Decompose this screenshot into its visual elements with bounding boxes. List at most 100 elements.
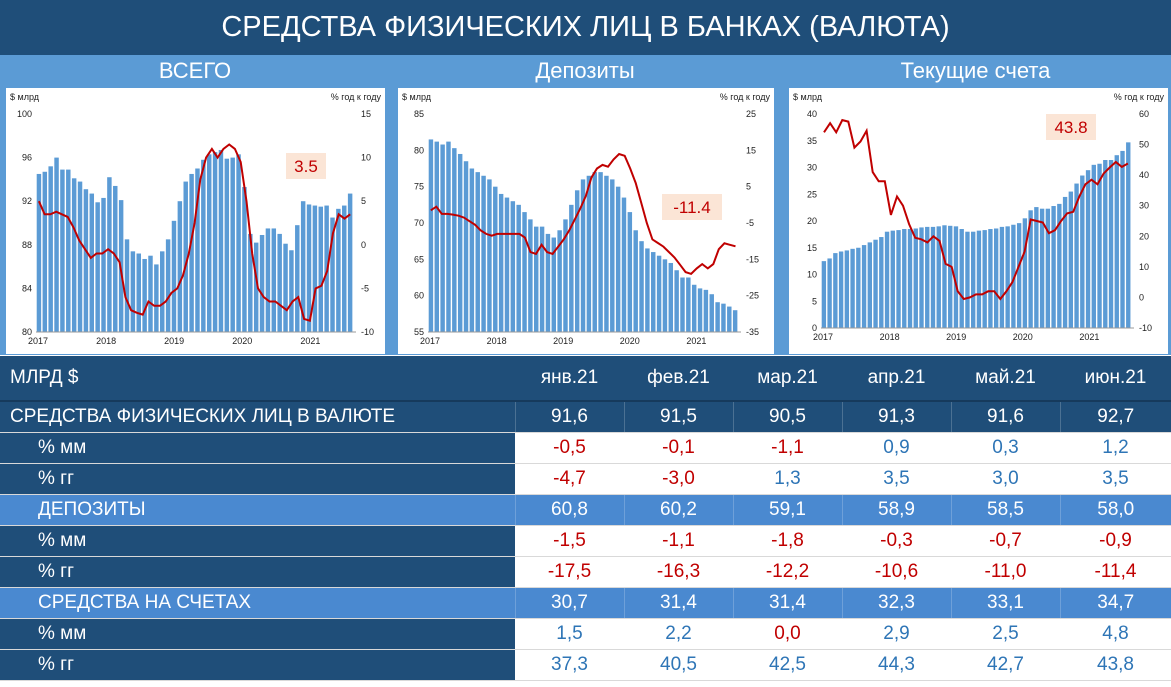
bar: [452, 148, 457, 332]
header-month: июн.21: [1060, 356, 1171, 402]
y-tick-label: 0: [812, 323, 817, 333]
table-row: % гг -4,7 -3,0 1,3 3,5 3,0 3,5: [0, 463, 1171, 495]
table-row: СРЕДСТВА ФИЗИЧЕСКИХ ЛИЦ В ВАЛЮТЕ 91,6 91,5…: [0, 401, 1171, 433]
right-axis-label: % год к году: [331, 92, 382, 102]
x-tick-label: 2018: [880, 332, 900, 342]
bar: [879, 237, 884, 328]
header-month: янв.21: [515, 356, 624, 402]
bar: [77, 181, 83, 332]
y-tick-label: 35: [807, 136, 817, 146]
bar: [680, 277, 685, 332]
bar: [300, 201, 306, 332]
y2-tick-label: 0: [1139, 292, 1144, 302]
bar: [330, 217, 335, 332]
bar: [1051, 206, 1056, 328]
bar: [1114, 155, 1119, 328]
chart-subtitle-bar: ВСЕГО Депозиты Текущие счета: [0, 55, 1171, 87]
bar: [639, 241, 644, 332]
callout-value: -11.4: [673, 198, 711, 217]
table-row: % мм -1,5 -1,1 -1,8 -0,3 -0,7 -0,9: [0, 525, 1171, 557]
row-label: % мм: [0, 525, 515, 557]
row-label: % мм: [0, 432, 515, 464]
bar: [446, 141, 451, 332]
bar: [516, 204, 521, 332]
table-row: % гг 37,3 40,5 42,5 44,3 42,7 43,8: [0, 649, 1171, 681]
x-tick-label: 2021: [1079, 332, 1099, 342]
y-tick-label: 84: [22, 283, 32, 293]
bar: [428, 139, 434, 332]
table-cell: -11,4: [1060, 556, 1171, 588]
bar: [165, 239, 171, 332]
data-table: МЛРД $ янв.21 фев.21 мар.21 апр.21 май.21 июн.…: [0, 356, 1171, 681]
table-cell: 60,8: [514, 494, 624, 526]
row-label: % мм: [0, 618, 515, 650]
bar: [645, 248, 650, 332]
y2-tick-label: 15: [361, 109, 371, 119]
bar: [686, 277, 691, 332]
bar: [148, 255, 153, 332]
bar: [342, 205, 347, 332]
bar: [697, 288, 703, 332]
bar: [71, 178, 77, 332]
bar: [440, 144, 445, 332]
row-label: ДЕПОЗИТЫ: [0, 494, 515, 526]
table-cell: 43,8: [1060, 649, 1171, 681]
bar: [475, 172, 480, 332]
bar: [633, 230, 638, 332]
table-cell: 58,9: [841, 494, 951, 526]
y2-tick-label: -10: [1139, 323, 1152, 333]
table-cell: 40,5: [624, 649, 733, 681]
bar: [890, 230, 895, 328]
bar: [177, 201, 183, 332]
bar: [434, 141, 439, 332]
table-cell: 1,2: [1060, 432, 1171, 464]
bar: [271, 228, 277, 332]
bar: [230, 157, 235, 332]
bar: [189, 173, 194, 332]
table-cell: 0,3: [951, 432, 1060, 464]
bar: [1005, 226, 1010, 328]
bar: [289, 250, 294, 332]
table-cell: -4,7: [515, 463, 624, 495]
callout: 3.5: [286, 153, 326, 179]
callout-box: [1046, 114, 1096, 140]
bar: [277, 233, 282, 332]
bar: [551, 237, 557, 332]
bar: [534, 226, 539, 332]
y2-tick-label: 50: [1139, 140, 1149, 150]
bar: [953, 226, 959, 328]
bar: [1126, 142, 1131, 328]
callout: 43.8: [1046, 114, 1096, 140]
x-tick-label: 2020: [620, 336, 640, 346]
y-tick-label: 80: [22, 327, 32, 337]
table-cell: -0,9: [1060, 525, 1171, 557]
bar: [604, 175, 609, 332]
bar: [976, 230, 982, 328]
right-axis-label: % год к году: [1114, 92, 1165, 102]
row-label: % гг: [0, 649, 515, 681]
bar: [833, 253, 838, 328]
table-row: ДЕПОЗИТЫ 60,8 60,2 59,1 58,9 58,5 58,0: [0, 494, 1171, 526]
bar: [902, 229, 907, 328]
table-row: % мм 1,5 2,2 0,0 2,9 2,5 4,8: [0, 618, 1171, 650]
bar: [850, 248, 855, 328]
x-tick-label: 2019: [164, 336, 184, 346]
bar: [101, 197, 106, 332]
chart-total: $ млрд % год к году 80 84 88 92 96 100 -10 -5 0 5 10…: [6, 88, 385, 354]
yoy-line: [430, 152, 736, 276]
bar: [662, 259, 668, 332]
y-tick-label: 85: [414, 109, 424, 119]
left-axis-label: $ млрд: [10, 92, 40, 102]
bar: [598, 172, 603, 332]
y-tick-label: 30: [807, 163, 817, 173]
table-cell: 2,2: [624, 618, 733, 650]
bar: [827, 258, 832, 328]
table-cell: 92,7: [1059, 401, 1171, 433]
table-cell: 33,1: [950, 587, 1060, 619]
bar: [107, 177, 112, 332]
callout-value: 43.8: [1054, 118, 1087, 137]
y2-tick-label: 20: [1139, 231, 1149, 241]
bar: [721, 303, 726, 332]
y-tick-label: 20: [807, 216, 817, 226]
table-cell: -3,0: [624, 463, 733, 495]
